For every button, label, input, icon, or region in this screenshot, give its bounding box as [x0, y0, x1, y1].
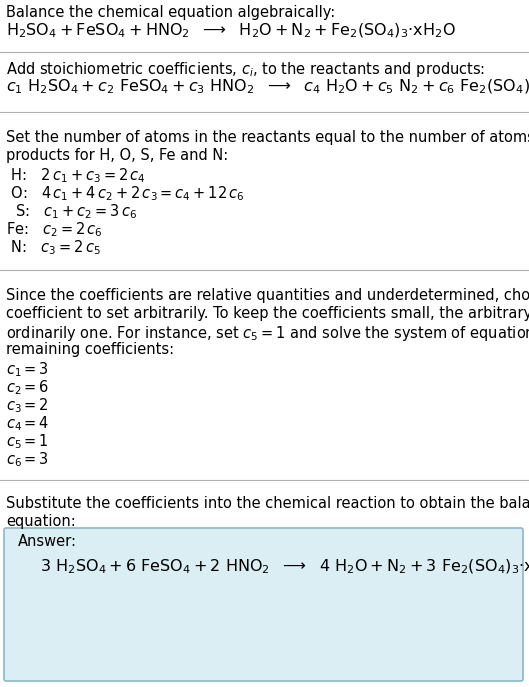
Text: Set the number of atoms in the reactants equal to the number of atoms in the: Set the number of atoms in the reactants…: [6, 130, 529, 145]
Text: coefficient to set arbitrarily. To keep the coefficients small, the arbitrary va: coefficient to set arbitrarily. To keep …: [6, 306, 529, 321]
Text: remaining coefficients:: remaining coefficients:: [6, 342, 174, 357]
Text: Substitute the coefficients into the chemical reaction to obtain the balanced: Substitute the coefficients into the che…: [6, 496, 529, 511]
Text: $c_2 = 6$: $c_2 = 6$: [6, 378, 49, 396]
Text: Balance the chemical equation algebraically:: Balance the chemical equation algebraica…: [6, 5, 335, 20]
Text: $c_3 = 2$: $c_3 = 2$: [6, 396, 49, 415]
Text: S:   $c_1 + c_2 = 3\,c_6$: S: $c_1 + c_2 = 3\,c_6$: [6, 202, 137, 221]
Text: Add stoichiometric coefficients, $c_i$, to the reactants and products:: Add stoichiometric coefficients, $c_i$, …: [6, 60, 485, 79]
Text: $c_6 = 3$: $c_6 = 3$: [6, 450, 49, 469]
FancyBboxPatch shape: [4, 528, 523, 681]
Text: O:   $4\,c_1 + 4\,c_2 + 2\,c_3 = c_4 + 12\,c_6$: O: $4\,c_1 + 4\,c_2 + 2\,c_3 = c_4 + 12\…: [6, 184, 245, 203]
Text: $c_1\ \mathrm{H_2SO_4} + c_2\ \mathrm{FeSO_4} + c_3\ \mathrm{HNO_2}$  $\longrigh: $c_1\ \mathrm{H_2SO_4} + c_2\ \mathrm{Fe…: [6, 78, 529, 96]
Text: $c_4 = 4$: $c_4 = 4$: [6, 414, 49, 433]
Text: equation:: equation:: [6, 514, 76, 529]
Text: Since the coefficients are relative quantities and underdetermined, choose a: Since the coefficients are relative quan…: [6, 288, 529, 303]
Text: ordinarily one. For instance, set $c_5 = 1$ and solve the system of equations fo: ordinarily one. For instance, set $c_5 =…: [6, 324, 529, 343]
Text: H:   $2\,c_1 + c_3 = 2\,c_4$: H: $2\,c_1 + c_3 = 2\,c_4$: [6, 166, 146, 185]
Text: Answer:: Answer:: [18, 534, 77, 549]
Text: Fe:   $c_2 = 2\,c_6$: Fe: $c_2 = 2\,c_6$: [6, 220, 103, 238]
Text: N:   $c_3 = 2\,c_5$: N: $c_3 = 2\,c_5$: [6, 238, 101, 257]
Text: $3\ \mathrm{H_2SO_4} + 6\ \mathrm{FeSO_4} + 2\ \mathrm{HNO_2}$  $\longrightarrow: $3\ \mathrm{H_2SO_4} + 6\ \mathrm{FeSO_4…: [40, 558, 529, 576]
Text: products for H, O, S, Fe and N:: products for H, O, S, Fe and N:: [6, 148, 228, 163]
Text: $\mathrm{H_2SO_4 + FeSO_4 + HNO_2}$  $\longrightarrow$  $\mathrm{H_2O + N_2 + Fe: $\mathrm{H_2SO_4 + FeSO_4 + HNO_2}$ $\lo…: [6, 22, 455, 41]
Text: $c_5 = 1$: $c_5 = 1$: [6, 432, 49, 451]
Text: $c_1 = 3$: $c_1 = 3$: [6, 360, 49, 379]
